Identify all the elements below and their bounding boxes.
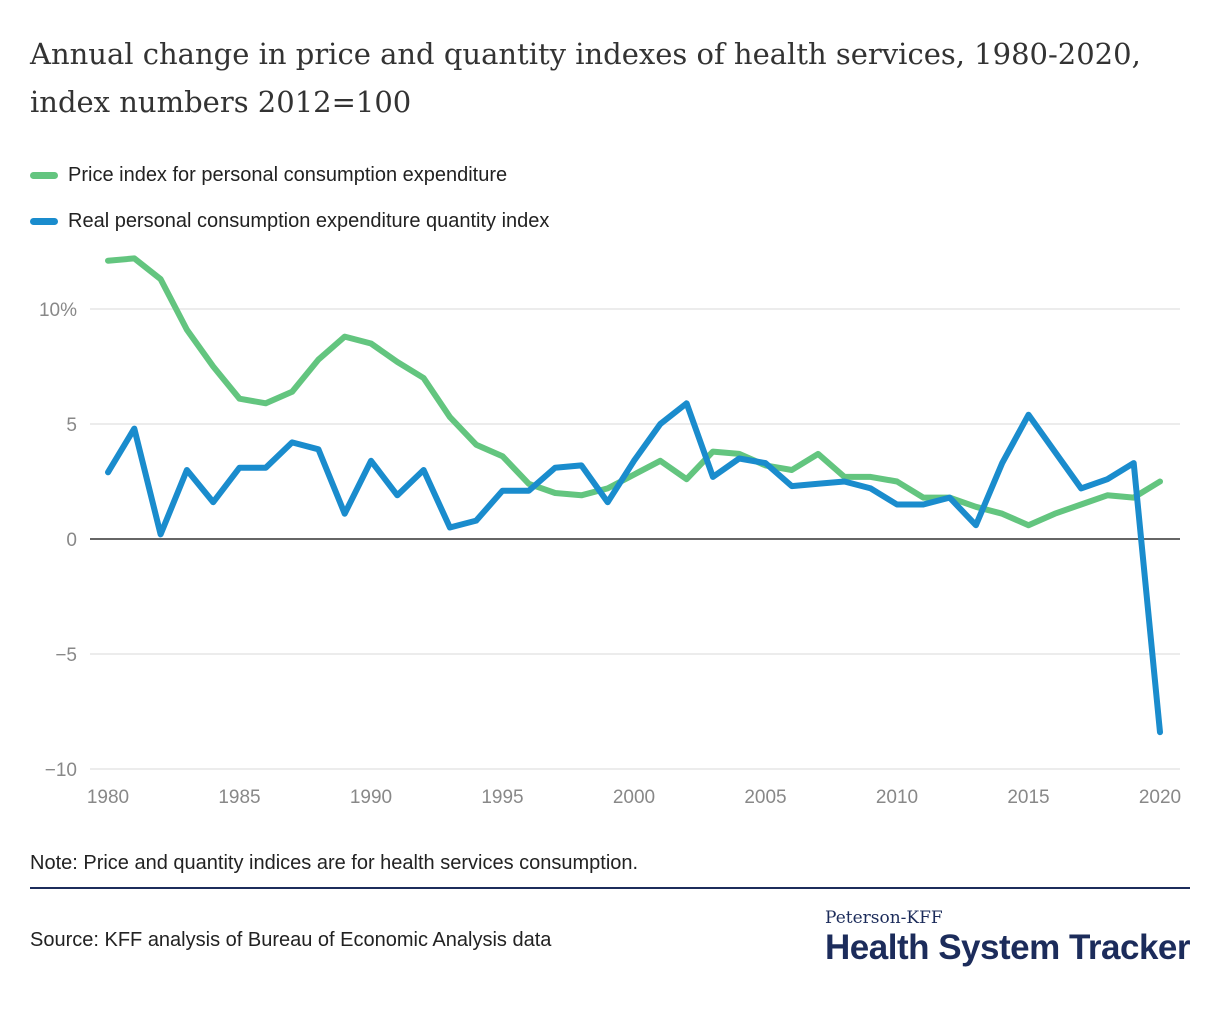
x-tick-label: 2005	[744, 787, 786, 808]
divider	[30, 887, 1190, 889]
x-tick-label: 2010	[876, 787, 918, 808]
chart-title: Annual change in price and quantity inde…	[30, 37, 1141, 119]
x-tick-label: 2015	[1007, 787, 1049, 808]
x-tick-label: 2020	[1139, 787, 1181, 808]
logo-big-text: Health System Tracker	[825, 928, 1190, 967]
chart-note: Note: Price and quantity indices are for…	[30, 852, 639, 874]
x-tick-label: 1980	[87, 787, 129, 808]
logo: Peterson-KFF Health System Tracker	[825, 908, 1190, 968]
x-tick-label: 1995	[481, 787, 523, 808]
legend-item-quantity: Real personal consumption expenditure qu…	[30, 198, 549, 244]
y-tick-label: 10%	[39, 300, 77, 321]
chart-source: Source: KFF analysis of Bureau of Econom…	[30, 929, 552, 951]
y-tick-label: 5	[66, 415, 77, 436]
x-tick-label: 1990	[350, 787, 392, 808]
legend-item-price: Price index for personal consumption exp…	[30, 152, 549, 198]
legend-label-price: Price index for personal consumption exp…	[68, 163, 508, 186]
x-tick-label: 2000	[613, 787, 655, 808]
legend: Price index for personal consumption exp…	[30, 152, 549, 244]
series-line-price	[105, 255, 1163, 529]
logo-small-text: Peterson-KFF	[825, 908, 943, 928]
line-chart: 10% 5 0 −5 −10 1980 1985 1990 1995 2000 2005 2010 20…	[39, 255, 1181, 808]
y-tick-label: 0	[66, 530, 77, 551]
x-tick-label: 1985	[218, 787, 260, 808]
y-tick-label: −5	[55, 645, 77, 666]
legend-swatch-price	[30, 171, 58, 179]
y-tick-label: −10	[45, 760, 77, 781]
legend-label-quantity: Real personal consumption expenditure qu…	[68, 209, 550, 232]
legend-swatch-quantity	[30, 217, 58, 225]
series-line-quantity	[105, 400, 1163, 736]
